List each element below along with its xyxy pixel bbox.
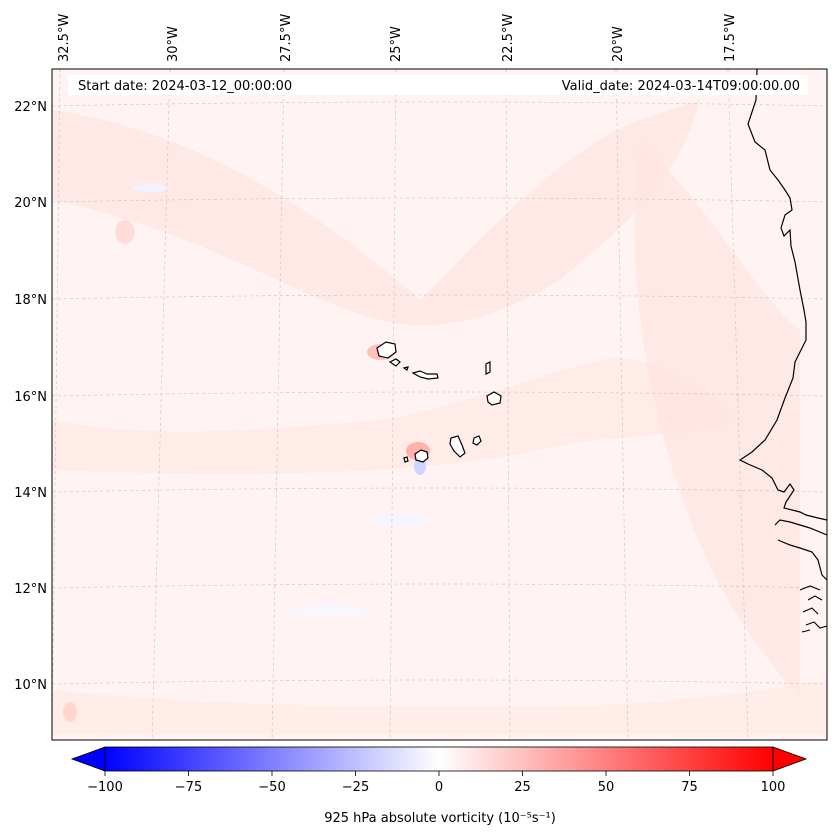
island-santa-luzia	[402, 366, 409, 371]
parallel	[51, 101, 828, 107]
vorticity-band	[52, 358, 740, 474]
lat-label: 18°N	[14, 293, 47, 308]
bijagos-islands	[799, 585, 828, 633]
map-panel: Start date: 2024-03-12_00:00:00 Valid_da…	[51, 68, 828, 741]
parallel	[51, 294, 828, 300]
parallel	[51, 583, 828, 589]
island-brava	[403, 456, 409, 463]
island-maio	[472, 435, 482, 446]
meridian	[389, 68, 397, 741]
colorbar-label: 925 hPa absolute vorticity (10⁻⁵s⁻¹)	[324, 811, 556, 826]
parallel	[51, 197, 828, 203]
vorticity-min	[132, 184, 168, 192]
island-sao-vicente	[388, 358, 401, 367]
colorbar-tick-label: −50	[258, 780, 285, 795]
meridian	[615, 68, 629, 741]
island-sao-nicolau	[411, 370, 439, 380]
colorbar-tick-label: 25	[514, 780, 531, 795]
lat-label: 12°N	[14, 582, 47, 597]
colorbar-left-extend	[70, 746, 106, 772]
lat-label: 16°N	[14, 390, 47, 405]
lon-label: 30°W	[166, 26, 181, 62]
meridian	[727, 68, 749, 741]
lon-label: 32.5°W	[57, 14, 72, 62]
meridian	[151, 68, 171, 741]
lon-label: 27.5°W	[279, 14, 294, 62]
lat-label: 14°N	[14, 486, 47, 501]
guinea-bissau-coast	[777, 539, 828, 581]
island-santo-antao	[376, 341, 397, 359]
island-santiago	[449, 435, 466, 458]
colorbar-body	[104, 746, 774, 772]
vorticity-field-shading	[52, 100, 827, 735]
colorbar-right-extend	[772, 746, 808, 772]
lat-label: 10°N	[14, 678, 47, 693]
lon-label: 22.5°W	[501, 14, 516, 62]
colorbar: −100 −75 −50 −25 0 25 50 75 100 925 hPa absolute…	[70, 746, 808, 826]
parallel	[51, 391, 828, 397]
colorbar-tick-label: 100	[761, 780, 786, 795]
map-frame	[51, 68, 828, 741]
lat-label: 22°N	[14, 100, 47, 115]
vorticity-min	[370, 514, 430, 526]
lat-label: 20°N	[14, 196, 47, 211]
gridlines	[51, 68, 828, 741]
vorticity-max	[63, 702, 77, 722]
parallel	[51, 679, 828, 685]
date-header-background	[68, 75, 808, 95]
colorbar-tick-label: −75	[175, 780, 202, 795]
vorticity-band	[634, 140, 800, 700]
start-date-label: Start date: 2024-03-12_00:00:00	[78, 79, 292, 94]
vorticity-min	[290, 605, 370, 615]
colorbar-tick-label: −25	[342, 780, 369, 795]
parallel	[51, 487, 828, 493]
meridian	[505, 68, 511, 741]
island-boa-vista	[486, 391, 502, 406]
meridian	[271, 68, 285, 741]
colorbar-tick-label: 50	[598, 780, 615, 795]
gambia-coast	[774, 519, 828, 536]
island-fogo	[414, 449, 429, 463]
vorticity-band	[52, 680, 827, 735]
valid-date-label: Valid_date: 2024-03-14T09:00:00.00	[562, 79, 800, 94]
lon-label: 20°W	[611, 26, 626, 62]
colorbar-ticks: −100 −75 −50 −25 0 25 50 75 100	[87, 771, 785, 795]
island-sal	[485, 361, 491, 375]
lon-label: 17.5°W	[723, 14, 738, 62]
cape-verde-islands	[376, 341, 502, 463]
african-coastline	[738, 68, 828, 521]
lon-label: 25°W	[389, 26, 404, 62]
latitude-labels: 22°N 20°N 18°N 16°N 14°N 12°N 10°N	[14, 100, 47, 693]
colorbar-tick-label: 75	[681, 780, 698, 795]
colorbar-tick-label: 0	[435, 780, 443, 795]
longitude-labels: 32.5°W 30°W 27.5°W 25°W 22.5°W 20°W 17.5…	[57, 14, 738, 62]
vorticity-max	[115, 220, 135, 244]
colorbar-tick-label: −100	[87, 780, 123, 795]
meridian	[51, 68, 61, 741]
vorticity-band	[52, 100, 700, 326]
